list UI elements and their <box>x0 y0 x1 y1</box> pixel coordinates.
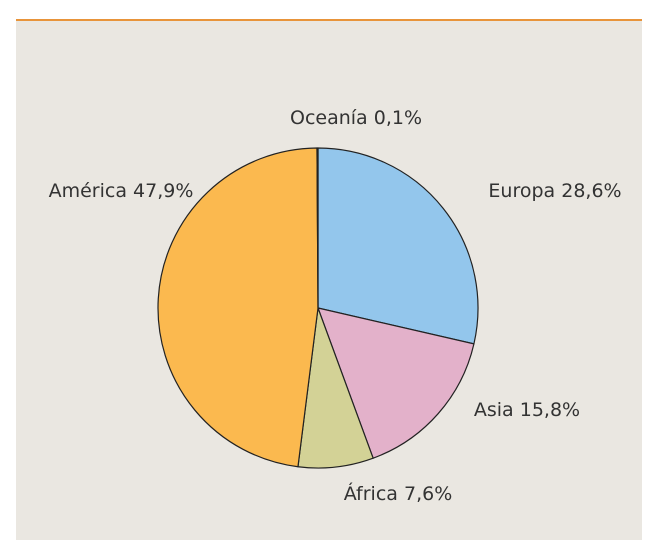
pie-slice <box>157 147 319 468</box>
slice-label: Europa 28,6% <box>488 180 621 202</box>
pie-slice <box>317 307 475 459</box>
category-label: África <box>344 482 398 505</box>
slice-label: América 47,9% <box>49 180 194 202</box>
category-label: Asia <box>474 399 514 421</box>
pie-slice <box>317 147 479 345</box>
value-label: 7,6% <box>404 483 452 505</box>
value-label: 15,8% <box>520 399 580 421</box>
slice-label: Asia 15,8% <box>474 399 580 421</box>
slice-label: Oceanía 0,1% <box>290 107 422 129</box>
value-label: 0,1% <box>374 107 422 129</box>
pie-slice <box>316 147 319 309</box>
category-label: Oceanía <box>290 107 368 129</box>
slice-label: África 7,6% <box>344 482 453 505</box>
category-label: América <box>49 180 127 202</box>
category-label: Europa <box>488 180 555 202</box>
value-label: 28,6% <box>561 180 621 202</box>
value-label: 47,9% <box>133 180 193 202</box>
